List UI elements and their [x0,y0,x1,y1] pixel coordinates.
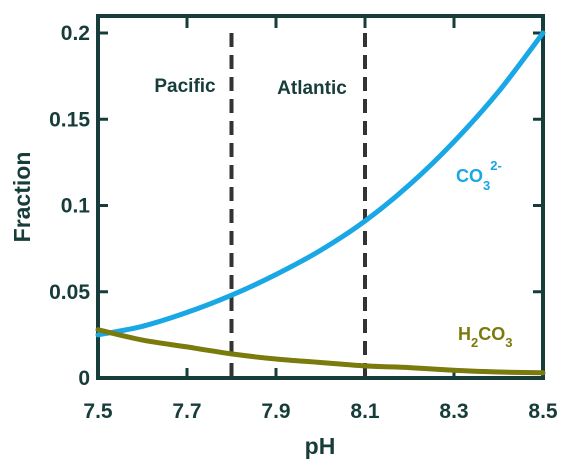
series-label-h2co3: H2CO3 [458,324,512,350]
region-label-atlantic: Atlantic [277,78,347,99]
region-dividers [229,33,367,378]
co3-label-sub: 3 [483,178,490,193]
x-tick-label: 8.5 [528,400,558,423]
x-tick-label: 8.1 [350,400,380,423]
x-tick-label: 8.3 [439,400,468,423]
y-tick-label: 0.05 [49,281,90,304]
h2co3-label-h: H [458,324,471,344]
series-label-co3: CO32- [456,158,502,193]
y-tick-label: 0 [78,367,90,390]
h2co3-label-sub-3: 3 [505,335,512,350]
x-tick-label: 7.5 [83,400,113,423]
y-tick-label: 0.15 [49,108,90,131]
y-axis-ticks: 0 0.05 0.1 0.15 0.2 [49,22,543,390]
x-tick-label: 7.9 [261,400,290,423]
x-tick-label: 7.7 [172,400,201,423]
series-lines [95,30,546,376]
co3-label-main: CO [456,166,483,186]
x-axis-ticks: 7.5 7.7 7.9 8.1 8.3 8.5 [83,16,558,423]
plot-frame [96,14,545,380]
y-tick-label: 0.2 [61,22,90,45]
y-axis-title: Fraction [9,152,35,243]
h2co3-label-co: CO [478,324,505,344]
series-line-h2co3 [95,327,546,376]
y-tick-label: 0.1 [61,195,91,218]
co3-label-sup: 2- [490,158,502,173]
series-line-co3 [95,30,546,338]
region-label-pacific: Pacific [154,76,216,97]
x-axis-title: pH [305,433,336,459]
h2co3-label-sub-2: 2 [471,335,478,350]
